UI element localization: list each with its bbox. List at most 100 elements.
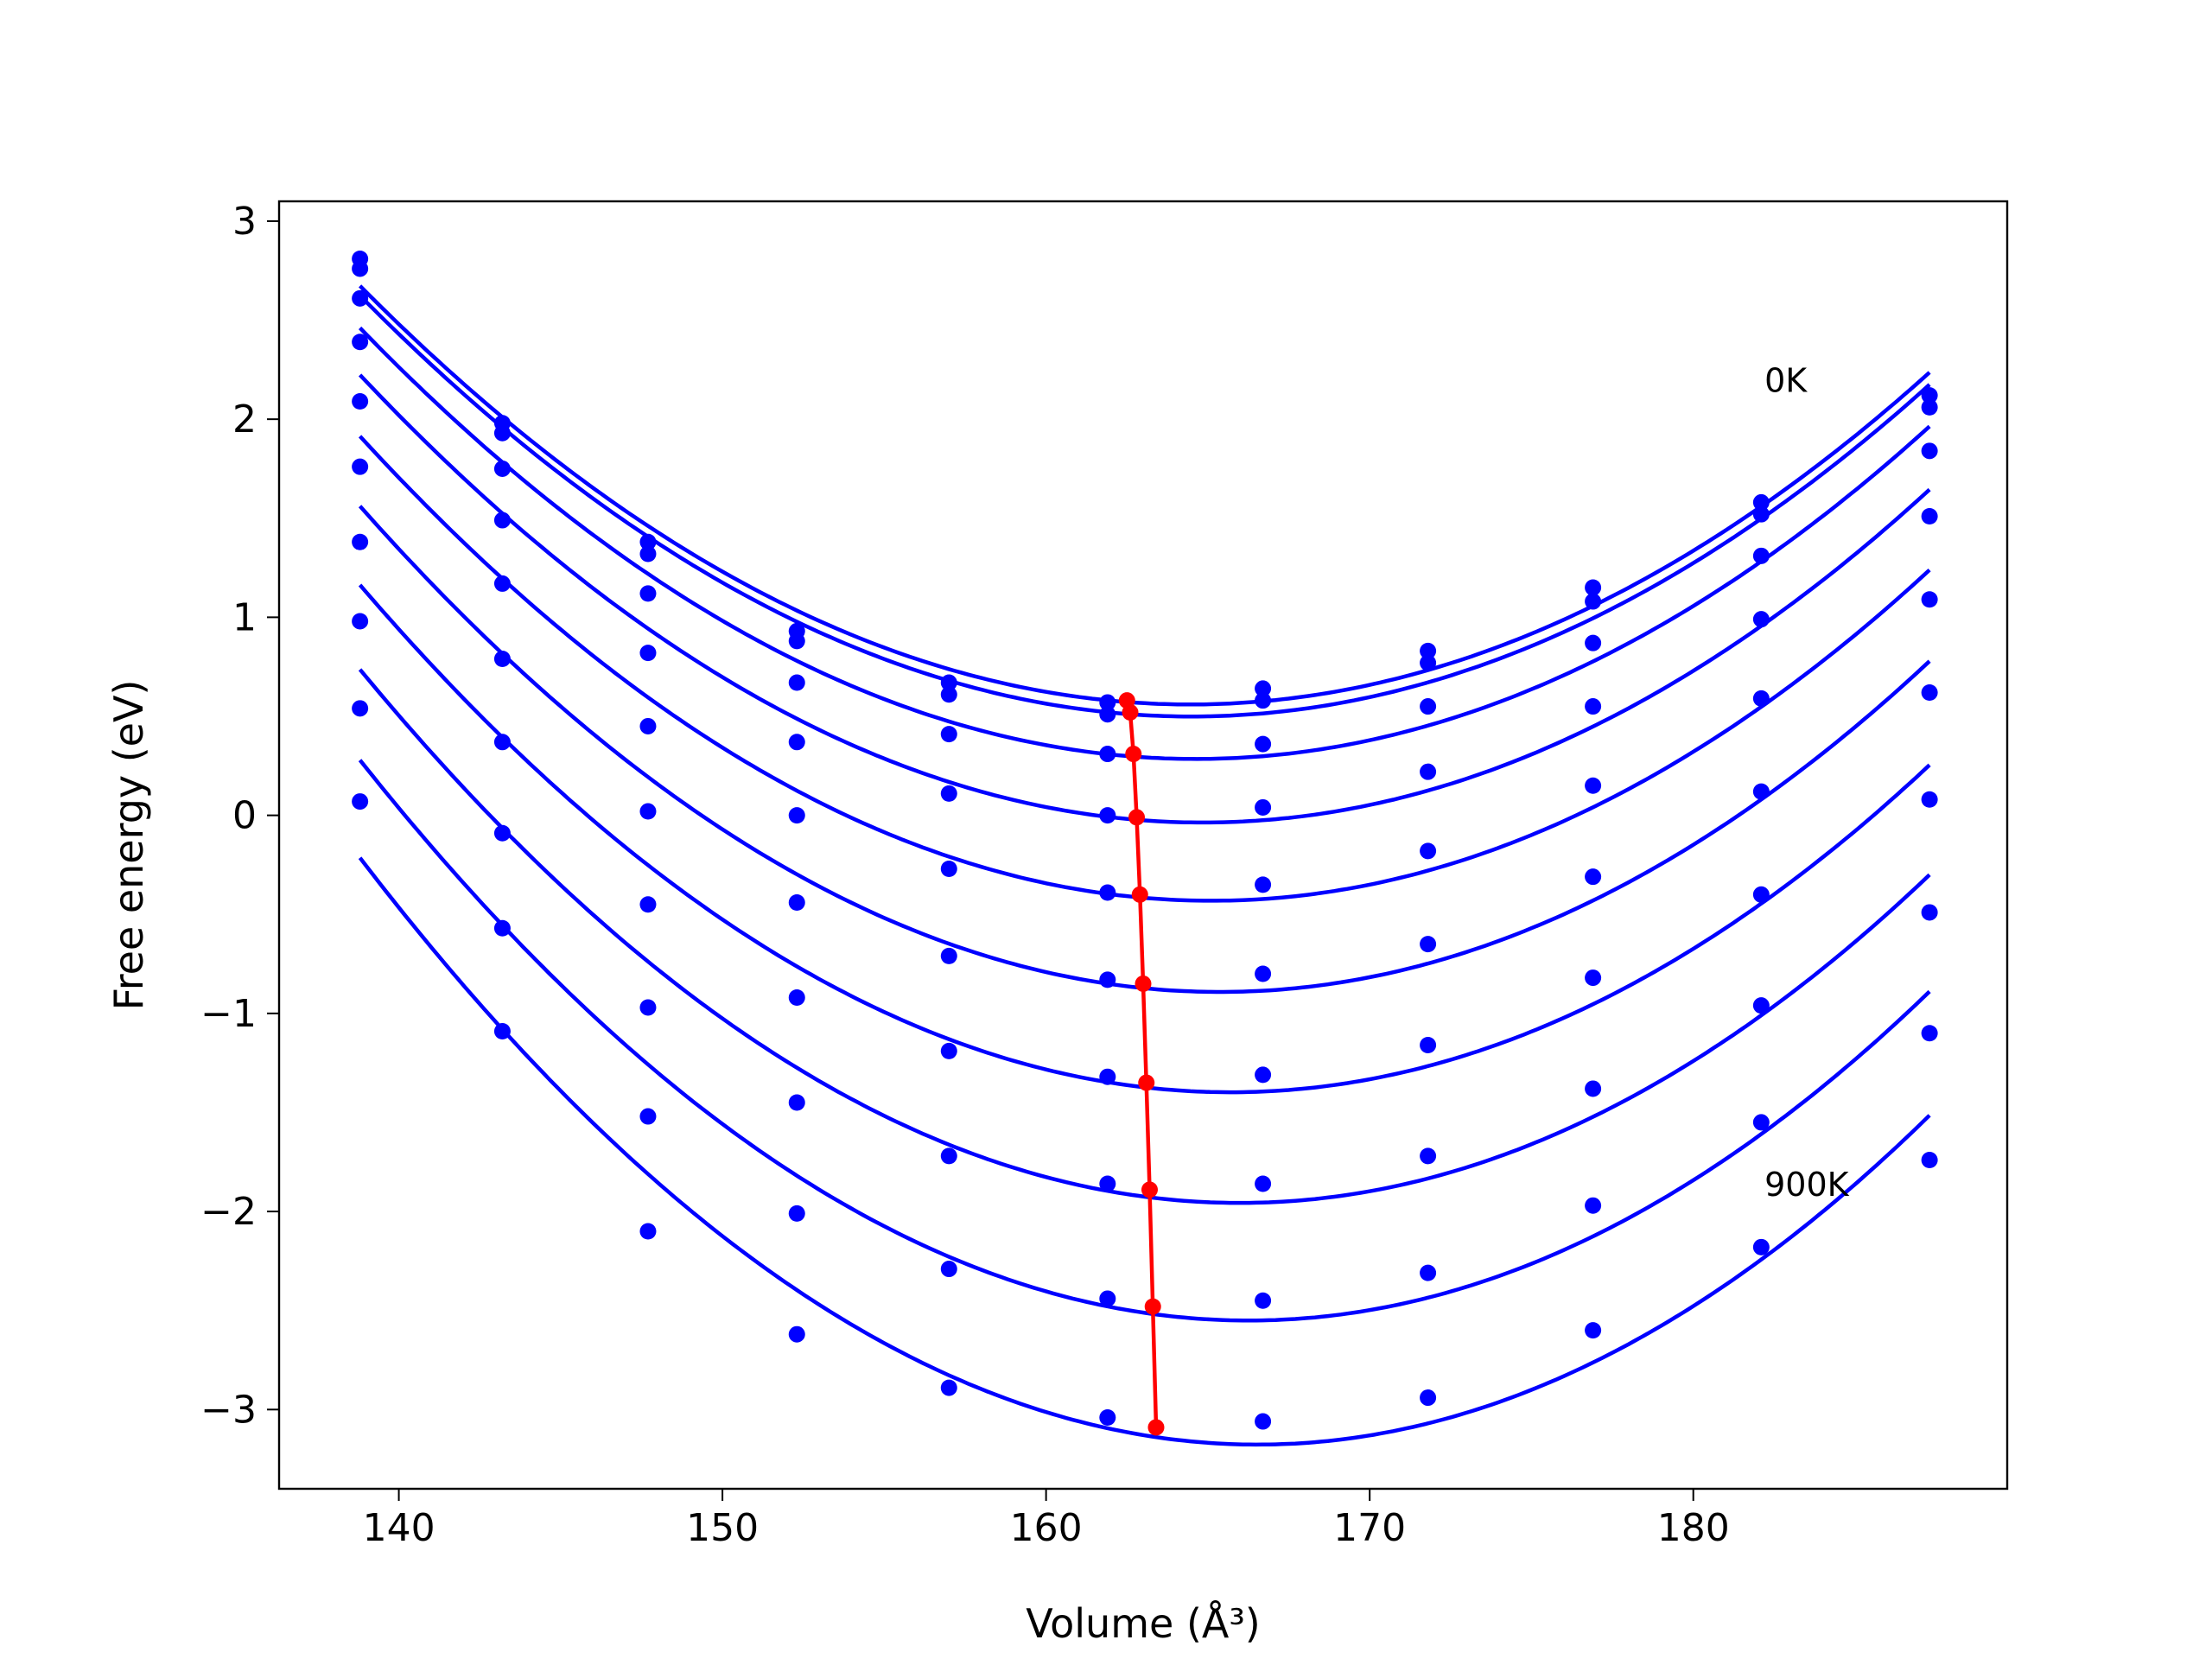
data-point [1752, 1114, 1770, 1131]
data-point [1099, 971, 1116, 988]
data-point [1099, 1175, 1116, 1192]
data-point [493, 512, 511, 529]
data-point [1420, 654, 1437, 671]
fit-curve-3 [358, 373, 1931, 825]
data-point [1255, 1175, 1272, 1192]
data-point [1255, 1413, 1272, 1430]
data-point [1420, 936, 1437, 953]
axes-frame [277, 200, 2009, 1491]
data-point [493, 919, 511, 937]
data-point [1752, 493, 1770, 511]
data-point [1921, 442, 1938, 460]
data-point [940, 947, 957, 964]
data-point [352, 613, 369, 630]
data-point [1420, 763, 1437, 780]
data-point [639, 585, 657, 602]
data-point [940, 726, 957, 743]
data-point [788, 674, 805, 691]
x-tick-label: 150 [686, 1506, 759, 1550]
data-point [1921, 791, 1938, 808]
data-point [1585, 593, 1602, 610]
data-point [352, 700, 369, 717]
data-point [493, 424, 511, 442]
data-point [1099, 1068, 1116, 1085]
y-tick-label: 1 [232, 595, 257, 639]
data-point [940, 1147, 957, 1165]
data-point [1099, 1290, 1116, 1307]
minima-line [1125, 700, 1159, 1427]
data-point [639, 803, 657, 820]
data-point [788, 989, 805, 1007]
minimum-point [1128, 809, 1146, 826]
data-point [1255, 680, 1272, 697]
data-point [1921, 1151, 1938, 1168]
data-point [940, 1042, 957, 1059]
fit-curve-0 [359, 284, 1931, 707]
data-point [1752, 997, 1770, 1014]
data-point [493, 460, 511, 477]
data-point [1585, 698, 1602, 715]
data-point [1752, 690, 1770, 707]
data-point [639, 1223, 657, 1240]
data-point [1255, 965, 1272, 982]
data-point [788, 1325, 805, 1343]
annotation-0: 0K [1764, 361, 1808, 399]
data-point [639, 545, 657, 563]
data-point [1255, 735, 1272, 753]
data-point [352, 334, 369, 351]
data-point [1585, 868, 1602, 886]
data-point [940, 686, 957, 703]
data-point [788, 1205, 805, 1222]
data-point [1752, 886, 1770, 903]
data-point [1420, 698, 1437, 715]
x-axis-label: Volume (Å³) [1026, 1600, 1261, 1647]
data-point [352, 260, 369, 277]
y-axis-label: Free energy (eV) [105, 680, 152, 1011]
data-point [1752, 547, 1770, 564]
y-tick-label: −2 [200, 1190, 257, 1234]
data-point [1752, 505, 1770, 523]
data-point [788, 632, 805, 650]
data-point [352, 393, 369, 410]
data-point [1585, 1080, 1602, 1097]
data-point [788, 1094, 805, 1111]
data-point [1752, 1238, 1770, 1255]
data-point [1099, 694, 1116, 711]
data-point [1921, 591, 1938, 608]
minimum-point [1141, 1181, 1158, 1198]
fit-curve-8 [358, 759, 1931, 1323]
minimum-point [1147, 1419, 1165, 1436]
data-point [940, 785, 957, 802]
fit-curve-2 [358, 326, 1931, 761]
data-point [788, 807, 805, 824]
minimum-point [1144, 1298, 1161, 1315]
data-point [940, 1379, 957, 1396]
data-point [1255, 1292, 1272, 1309]
y-tick-label: 0 [232, 794, 257, 838]
data-point [639, 717, 657, 734]
data-point [493, 651, 511, 668]
data-point [1752, 783, 1770, 800]
data-point [1099, 706, 1116, 723]
data-point [1921, 683, 1938, 701]
data-point [493, 734, 511, 751]
y-tick-label: −3 [200, 1388, 257, 1432]
minimum-point [1125, 746, 1142, 763]
data-point [1255, 798, 1272, 816]
fit-curve-1 [358, 294, 1931, 719]
x-tick-label: 180 [1657, 1506, 1730, 1550]
data-layer [352, 250, 1938, 1447]
minimum-point [1138, 1074, 1155, 1091]
x-tick-label: 160 [1010, 1506, 1083, 1550]
minimum-point [1135, 975, 1152, 992]
data-point [1099, 807, 1116, 824]
data-point [639, 645, 657, 662]
minimum-point [1122, 703, 1139, 721]
data-point [1099, 1408, 1116, 1426]
data-point [1921, 507, 1938, 524]
data-point [1420, 1389, 1437, 1407]
data-point [1420, 1147, 1437, 1165]
data-point [493, 575, 511, 592]
data-point [1921, 387, 1938, 404]
